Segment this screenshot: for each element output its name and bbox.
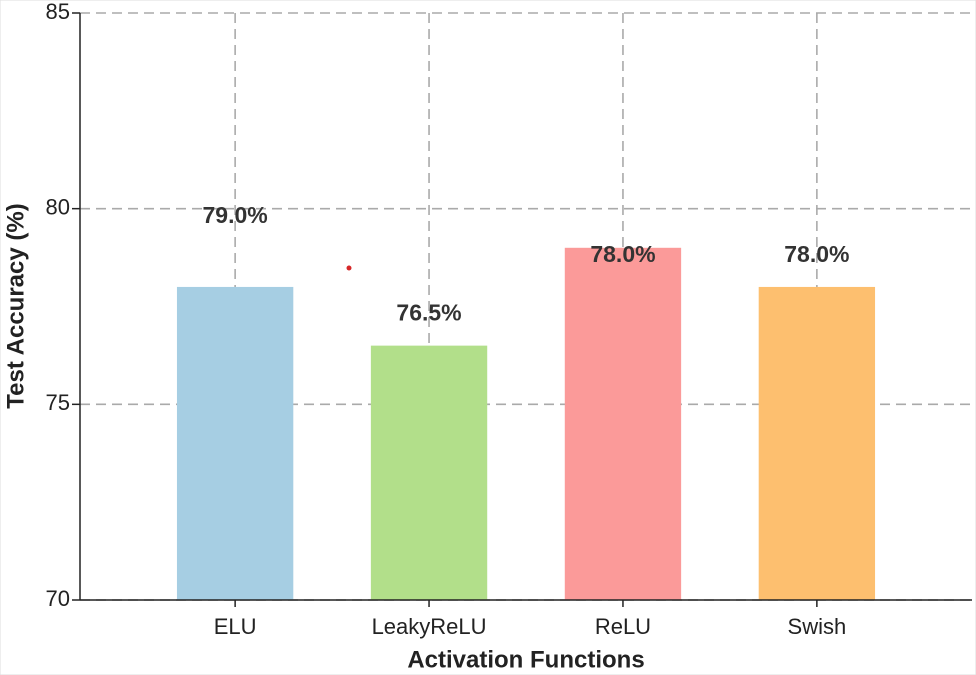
x-tick-label: ReLU [595, 614, 651, 639]
y-tick-label: 75 [46, 390, 70, 415]
bar [758, 286, 876, 600]
x-tick-label: Swish [788, 614, 847, 639]
x-tick-label: ELU [214, 614, 257, 639]
data-label: 76.5% [396, 300, 461, 326]
bar [176, 286, 294, 600]
bar [370, 345, 488, 600]
x-axis-label: Activation Functions [407, 646, 644, 673]
bar [564, 247, 682, 601]
y-tick-label: 85 [46, 0, 70, 24]
data-label: 78.0% [590, 241, 655, 267]
y-axis-label: Test Accuracy (%) [2, 203, 29, 408]
x-tick-label: LeakyReLU [372, 614, 487, 639]
data-label: 78.0% [784, 241, 849, 267]
y-tick-label: 80 [46, 194, 70, 219]
dot [346, 265, 352, 271]
data-label: 79.0% [203, 202, 268, 228]
y-tick-label: 70 [46, 586, 70, 611]
